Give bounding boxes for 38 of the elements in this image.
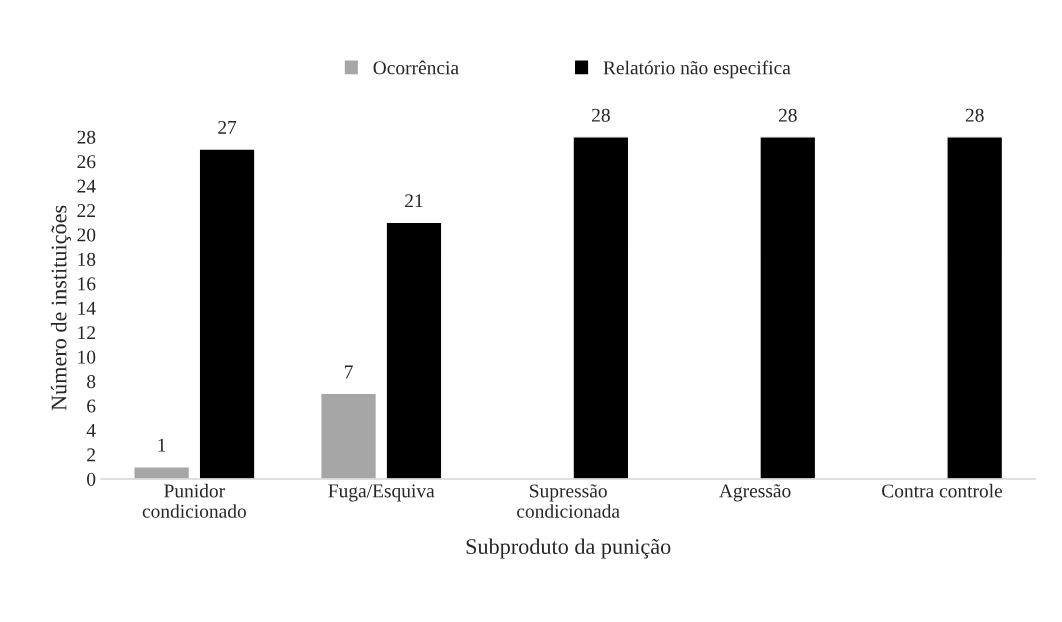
bar bbox=[320, 392, 378, 479]
x-tick-label: Supressão condicionada bbox=[517, 484, 620, 518]
y-tick-label: 4 bbox=[86, 424, 96, 437]
x-tick-label: Fuga/Esquiva bbox=[328, 484, 435, 502]
y-tick-label: 8 bbox=[87, 375, 96, 389]
legend-label: Relatório não especifica bbox=[603, 60, 791, 79]
data-label: 28 bbox=[778, 108, 797, 122]
data-label: 28 bbox=[965, 108, 984, 122]
y-tick-label: 14 bbox=[78, 301, 96, 315]
y-tick-label: 12 bbox=[78, 326, 95, 340]
y-tick-label: 20 bbox=[77, 228, 96, 242]
y-tick-label: 18 bbox=[78, 252, 96, 266]
bar bbox=[759, 136, 817, 479]
y-tick-label: 10 bbox=[78, 350, 96, 364]
y-tick-label: 24 bbox=[77, 179, 96, 193]
data-label: 27 bbox=[218, 120, 237, 134]
y-tick-label: 6 bbox=[87, 399, 96, 413]
y-tick-label: 16 bbox=[78, 277, 96, 291]
data-label: 21 bbox=[405, 194, 423, 208]
x-tick-label: Punidor condicionado bbox=[142, 483, 246, 518]
bar bbox=[946, 136, 1004, 479]
y-tick-label: 2 bbox=[87, 448, 95, 462]
x-axis-title: Subproduto da punição bbox=[466, 538, 671, 559]
x-tick-label: Contra controle bbox=[882, 483, 1003, 498]
data-label: 7 bbox=[344, 365, 353, 379]
data-label: 28 bbox=[592, 108, 610, 122]
legend-label: Ocorrência bbox=[373, 60, 459, 75]
y-axis-title: Número de instituições bbox=[50, 205, 72, 411]
bar bbox=[198, 148, 256, 479]
x-tick-label: Agressão bbox=[719, 484, 791, 502]
y-tick-label: 0 bbox=[87, 472, 96, 486]
bar bbox=[572, 136, 630, 479]
y-tick-label: 28 bbox=[77, 130, 96, 144]
y-tick-label: 26 bbox=[77, 155, 96, 169]
y-tick-label: 22 bbox=[77, 204, 95, 217]
bar bbox=[385, 221, 443, 479]
data-label: 1 bbox=[158, 438, 166, 452]
bar bbox=[133, 466, 191, 479]
